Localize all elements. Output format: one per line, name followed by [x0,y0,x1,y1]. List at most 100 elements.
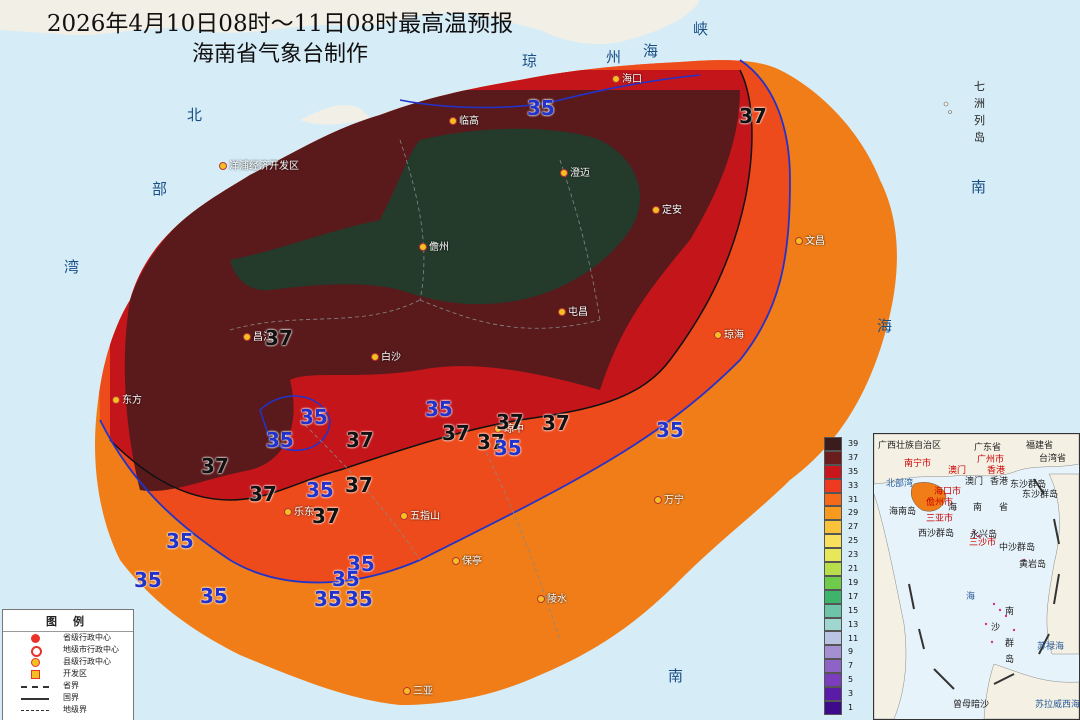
colorbar-tick-label: 37 [848,452,859,462]
inset-label: 东沙群岛 [1010,480,1047,490]
legend-title: 图例 [3,610,133,632]
county-dot-icon [112,396,120,404]
sea-label: 琼 [522,52,538,70]
colorbar-tick-label: 11 [848,633,859,643]
islands-label-char: 七 [974,80,985,93]
city-label: 定安 [652,201,682,216]
city-label: 白沙 [371,348,401,363]
legend-item-national-border: 国界 [3,692,133,704]
inset-label: 岛 [1005,655,1015,665]
isoline-value-label: 35 [347,552,375,576]
ring-icon [31,646,42,657]
county-dot-icon [452,557,460,565]
colorbar-tick-label: 39 [848,438,859,448]
colorbar-tick-label: 21 [848,564,859,574]
city-label: 临高 [449,112,479,127]
county-dot-icon [219,162,227,170]
colorbar-swatch [824,506,842,521]
map-subtitle: 海南省气象台制作 [191,42,368,67]
isoline-value-label: 35 [527,96,555,120]
city-label: 昌江 [243,328,273,343]
isoline-value-label: 35 [425,397,453,421]
legend-item-county: 县级行政中心 [3,656,133,668]
inset-label: 海口市 [934,487,962,497]
inset-label: 三亚市 [926,514,954,524]
colorbar-swatch [824,700,842,715]
county-dot-icon [400,512,408,520]
sea-label: 部 [152,180,168,198]
inset-label: 东沙群岛 [1022,490,1059,500]
sea-label: 州 [606,48,622,66]
isoline-value-label: 37 [542,411,570,435]
sea-label: 峡 [693,20,709,38]
county-dot-icon [795,237,803,245]
colorbar-swatch [824,450,842,465]
colorbar-tick-label: 17 [848,591,859,601]
isoline-value-label: 35 [656,418,684,442]
city-label: 五指山 [400,507,440,522]
inset-label: 南 [973,503,983,513]
colorbar-tick-label: 25 [848,536,859,546]
sea-label: 海 [877,317,893,335]
colorbar-tick-label: 13 [848,619,859,629]
inset-label: 香港 [990,477,1009,487]
isoline-35 [99,59,791,584]
inset-label: 西沙群岛 [918,529,955,539]
inset-label: 广东省 [974,443,1002,453]
colorbar-swatch [824,645,842,660]
star-icon [31,634,40,643]
islands-label-char: 列 [974,114,985,127]
isoline-value-label: 37 [739,104,767,128]
isoline-value-label: 37 [477,430,505,454]
legend-item-devzone: 开发区 [3,668,133,680]
isoline-value-label: 35 [266,428,294,452]
county-dot-icon [558,308,566,316]
isoline-value-label: 35 [166,529,194,553]
dotted-line-icon [21,710,49,711]
inset-label: 群 [1005,639,1015,649]
colorbar-swatch [824,687,842,701]
legend-item-province: 省级行政中心 [3,632,133,644]
colorbar-swatch [824,534,842,549]
islands-label: 七洲列岛 [974,78,985,146]
colorbar-tick-label: 9 [848,647,854,657]
zone-extreme [230,128,640,305]
city-label: 屯昌 [558,303,588,318]
county-dot-icon [560,169,568,177]
colorbar-tick-label: 19 [848,577,859,587]
inset-label: 广州市 [977,455,1005,465]
inset-label: 儋州市 [926,498,954,508]
inset-label: 澳门 [948,466,967,476]
colorbar-tick-label: 3 [848,689,854,699]
colorbar-swatch [824,575,842,590]
islands-label-char: 洲 [974,97,985,110]
county-dot-icon [284,508,292,516]
city-label: 保亭 [452,552,482,567]
mainland [0,0,700,45]
inset-label: 澳门 [965,477,984,487]
colorbar-swatch [824,437,842,451]
county-dot-icon [714,331,722,339]
isoline-value-label: 35 [345,587,373,611]
county-dot-icon [403,687,411,695]
city-label: 万宁 [654,491,684,506]
inset-label: 海 [966,592,976,602]
colorbar-swatch [824,548,842,563]
isoline-value-label: 37 [496,410,524,434]
inset-label: 台湾省 [1039,454,1067,464]
inset-label: 海南岛 [889,507,917,517]
colorbar-tick-label: 31 [848,494,859,504]
colorbar [824,437,846,715]
colorbar-tick-label: 35 [848,466,859,476]
isoline-value-label: 37 [312,504,340,528]
colorbar-tick-label: 27 [848,522,859,532]
city-label: 琼海 [714,326,744,341]
city-label: 文昌 [795,232,825,247]
isoline-value-label: 35 [200,584,228,608]
isoline-value-label: 37 [249,482,277,506]
city-label: 陵水 [537,590,567,605]
inset-label: 中沙群岛 [999,543,1036,553]
city-label: 海口 [612,70,642,85]
city-label: 儋州 [419,238,449,253]
colorbar-swatch [824,617,842,632]
